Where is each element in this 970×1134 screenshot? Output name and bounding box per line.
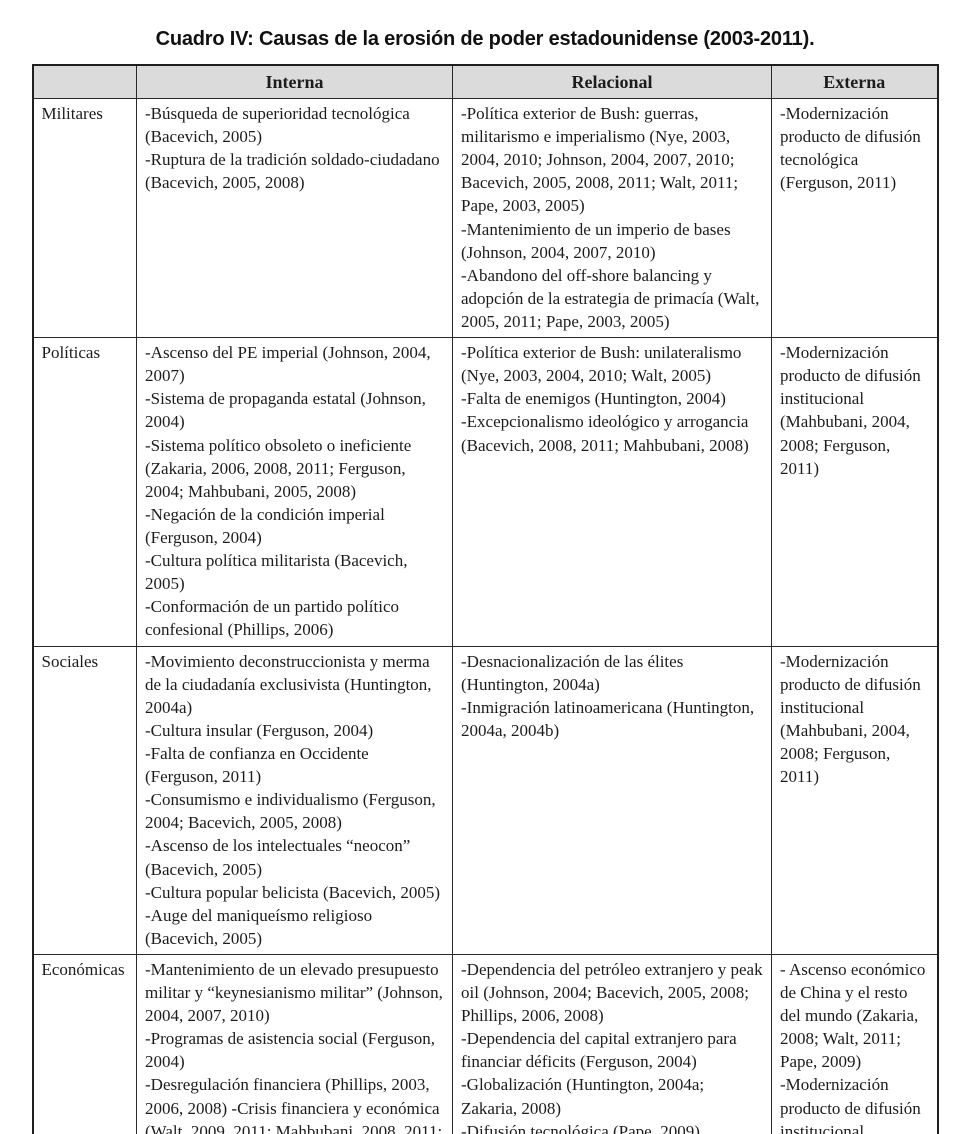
cell-sociales-externa: -Modernización producto de difusión inst… xyxy=(771,645,938,955)
causes-table: Interna Relacional Externa Militares -Bú… xyxy=(31,64,939,1134)
column-header-interna: Interna xyxy=(136,64,453,99)
cell-economicas-relacional: -Dependencia del petróleo extranjero y p… xyxy=(452,953,772,1134)
cell-economicas-externa: - Ascenso económico de China y el resto … xyxy=(771,953,938,1134)
row-label-economicas: Económicas xyxy=(32,953,137,1134)
row-label-militares: Militares xyxy=(32,97,137,339)
cell-militares-interna: -Búsqueda de superioridad tecnológica (B… xyxy=(136,97,453,339)
table-row-militares: Militares -Búsqueda de superioridad tecn… xyxy=(32,97,938,339)
cell-politicas-externa: -Modernización producto de difusión inst… xyxy=(771,337,938,647)
row-label-sociales: Sociales xyxy=(32,645,137,955)
column-header-relacional: Relacional xyxy=(452,64,772,99)
table-title: Cuadro IV: Causas de la erosión de poder… xyxy=(155,28,815,50)
cell-sociales-relacional: -Desnacionalización de las élites (Hunti… xyxy=(452,645,772,955)
cell-sociales-interna: -Movimiento deconstruccionista y merma d… xyxy=(136,645,453,955)
cell-politicas-interna: -Ascenso del PE imperial (Johnson, 2004,… xyxy=(136,337,453,647)
cell-politicas-relacional: -Política exterior de Bush: unilateralis… xyxy=(452,337,772,647)
cell-militares-relacional: -Política exterior de Bush: guerras, mil… xyxy=(452,97,772,339)
cell-economicas-interna: -Mantenimiento de un elevado presupuesto… xyxy=(136,953,453,1134)
column-header-externa: Externa xyxy=(771,64,938,99)
row-label-politicas: Políticas xyxy=(32,337,137,647)
table-row-economicas: Económicas -Mantenimiento de un elevado … xyxy=(32,953,938,1134)
table-row-sociales: Sociales -Movimiento deconstruccionista … xyxy=(32,645,938,955)
table-row-politicas: Políticas -Ascenso del PE imperial (John… xyxy=(32,337,938,647)
column-header-empty xyxy=(32,64,137,99)
cell-militares-externa: -Modernización producto de difusión tecn… xyxy=(771,97,938,339)
header-row: Interna Relacional Externa xyxy=(32,64,938,99)
